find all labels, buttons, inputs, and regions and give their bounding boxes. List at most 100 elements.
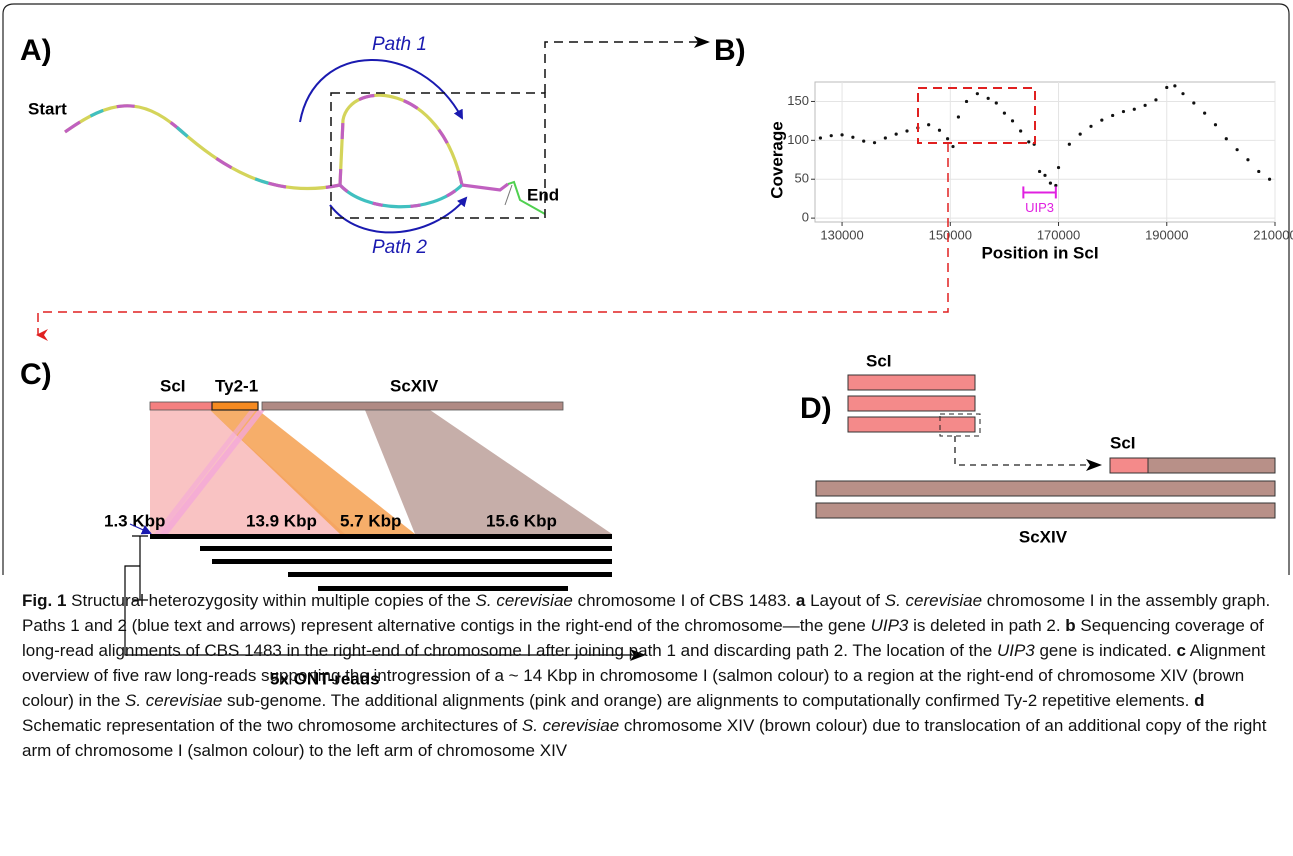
caption-text: chromosome XIV (brown colour) due to tra… — [22, 716, 1267, 760]
caption-text: Sequencing coverage of long-read alignme… — [22, 616, 1264, 660]
length-label: 5.7 Kbp — [340, 511, 401, 530]
caption-text: is deleted in path 2. — [908, 616, 1066, 635]
y-tick-label: 50 — [795, 171, 809, 186]
point — [1235, 148, 1239, 152]
y-tick-label: 150 — [787, 93, 809, 108]
panel-label: A) — [20, 34, 52, 67]
link-arrow — [544, 36, 710, 93]
scxiv-segment — [261, 401, 564, 411]
caption-text: chromosome I of CBS 1483. — [572, 591, 796, 610]
point — [1246, 158, 1250, 162]
caption-text: Fig. 1 — [22, 591, 67, 610]
path2-arrow — [329, 196, 468, 234]
y-tick-label: 100 — [787, 132, 809, 147]
point — [840, 133, 844, 137]
caption-text: sub-genome. The additional alignments (p… — [222, 691, 1195, 710]
point — [1067, 142, 1071, 146]
point — [1257, 169, 1261, 174]
y-axis-label: Coverage — [767, 121, 786, 198]
sci-label: ScI — [866, 351, 892, 370]
sci-segment — [149, 401, 213, 411]
ty-label: Ty2-1 — [215, 376, 258, 395]
reads — [150, 534, 612, 591]
caption-text: a — [795, 591, 806, 610]
caption-text: Alignment overview of five raw long-read… — [22, 641, 1266, 710]
point — [1019, 129, 1023, 133]
end-label: End — [527, 185, 559, 204]
x-tick-label: 130000 — [820, 227, 863, 242]
point — [937, 128, 942, 132]
point — [951, 144, 955, 149]
caption-text: S. cerevisiae — [521, 716, 620, 735]
point — [829, 134, 833, 138]
reads-label: 5x ONT-reads — [270, 669, 380, 688]
point — [1132, 107, 1136, 111]
point — [905, 129, 909, 133]
alignments — [150, 410, 612, 534]
caption-text: UIP3 — [996, 641, 1035, 660]
scxiv-label: ScXIV — [1019, 527, 1068, 546]
caption: Fig. 1 Structural heterozygosity within … — [22, 588, 1274, 763]
point — [1056, 165, 1061, 170]
length-label: 1.3 Kbp — [104, 511, 165, 530]
length-label: 13.9 Kbp — [246, 511, 317, 530]
sci-label: ScI — [160, 376, 186, 395]
caption-text: Schematic representation of the two chro… — [22, 716, 522, 735]
path1-arrow — [299, 59, 463, 123]
start-label: Start — [28, 99, 67, 118]
x-tick-label: 150000 — [929, 227, 972, 242]
frame — [2, 3, 1290, 575]
annotation-label: UIP3 — [1025, 200, 1054, 215]
caption-text: b — [1065, 616, 1076, 635]
point — [883, 136, 887, 140]
point — [818, 136, 823, 140]
caption-text: Structural heterozygosity within multipl… — [66, 591, 476, 610]
point — [945, 137, 950, 141]
caption-text: chromosome I in the assembly graph. Path… — [22, 591, 1271, 635]
x-tick-label: 210000 — [1253, 227, 1293, 242]
y-tick-label: 0 — [802, 210, 809, 225]
point — [1010, 119, 1015, 123]
zoom-box — [939, 413, 981, 437]
sci-label: ScI — [1110, 433, 1136, 452]
point — [1100, 118, 1104, 122]
length-label: 15.6 Kbp — [486, 511, 557, 530]
caption-text: S. cerevisiae — [884, 591, 983, 610]
point — [1154, 98, 1158, 102]
point — [927, 123, 931, 127]
zoom-box — [330, 92, 546, 219]
x-tick-label: 190000 — [1145, 227, 1188, 242]
point — [872, 141, 877, 145]
highlight-box — [917, 87, 1036, 144]
caption-text: S. cerevisiae — [125, 691, 223, 710]
point — [894, 132, 898, 136]
point — [975, 92, 979, 96]
point — [1054, 183, 1058, 188]
point — [1173, 84, 1177, 88]
point — [1267, 177, 1272, 181]
caption-text: Layout of — [805, 591, 885, 610]
point — [964, 99, 969, 104]
point — [1037, 169, 1042, 174]
caption-text: d — [1194, 691, 1205, 710]
assembly-graph — [64, 93, 546, 215]
point — [1203, 111, 1207, 115]
point — [1027, 140, 1031, 144]
point — [994, 101, 998, 105]
point — [956, 115, 961, 119]
point — [1224, 137, 1228, 141]
caption-text: S. cerevisiae — [475, 591, 573, 610]
point — [1192, 101, 1196, 105]
path1-label: Path 1 — [372, 34, 427, 55]
panel-label: D) — [800, 392, 832, 425]
point — [862, 139, 866, 143]
point — [1002, 111, 1007, 115]
point — [1111, 113, 1115, 118]
point — [1043, 173, 1047, 177]
point — [1165, 85, 1169, 90]
point — [1089, 124, 1093, 128]
scxiv-label: ScXIV — [390, 376, 439, 395]
point — [1078, 132, 1082, 136]
